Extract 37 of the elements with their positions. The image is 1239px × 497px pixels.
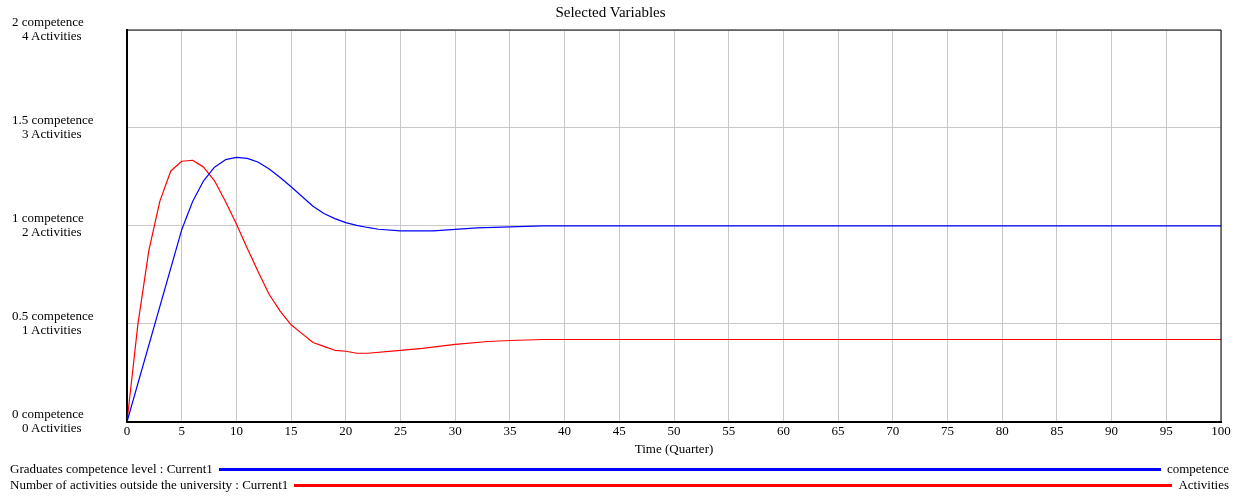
x-tick-label: 75 [941,423,954,439]
y2-tick-label: 3 Activities [22,126,82,142]
x-tick-label: 85 [1050,423,1064,439]
y2-tick-label: 4 Activities [22,28,82,44]
legend-label: Graduates competence level : Current1 [10,461,213,477]
x-axis-title: Time (Quarter) [634,440,714,456]
legend-label: Number of activities outside the university : Current1 [10,477,289,493]
text: competence [1166,461,1229,477]
x-tick-label: 5 [178,423,185,439]
y-tick-label: 0 competence [12,406,85,422]
y2-tick-label: 0 Activities [22,420,82,436]
x-tick-label: 15 [284,423,298,439]
x-tick-label: 50 [667,423,681,439]
x-tick-label: 25 [394,423,407,439]
x-tick-label: 90 [1105,423,1119,439]
x-tick-label: 30 [448,423,462,439]
x-tick-label: 95 [1159,423,1173,439]
x-tick-label: 40 [558,423,572,439]
x-tick-label: 20 [339,423,353,439]
x-tick-label: 80 [995,423,1009,439]
x-tick-label: 55 [722,423,736,439]
x-tick-label: 45 [612,423,626,439]
y-tick-label: 1 competence [12,210,85,226]
x-tick-label: 65 [831,423,845,439]
x-tick-label: 0 [123,423,131,439]
y2-tick-label: 2 Activities [22,224,82,240]
x-tick-label: 100 [1211,423,1231,439]
x-tick-label: 10 [229,423,243,439]
text: Activities [1178,477,1229,493]
x-tick-label: 70 [886,423,900,439]
y2-tick-label: 1 Activities [22,322,82,338]
x-tick-label: 60 [776,423,790,439]
chart-title: Selected Variables [555,3,666,20]
y-tick-label: 1.5 competence [12,112,94,128]
y-tick-label: 2 competence [12,14,85,30]
x-tick-label: 35 [503,423,517,439]
y-tick-label: 0.5 competence [12,308,94,324]
